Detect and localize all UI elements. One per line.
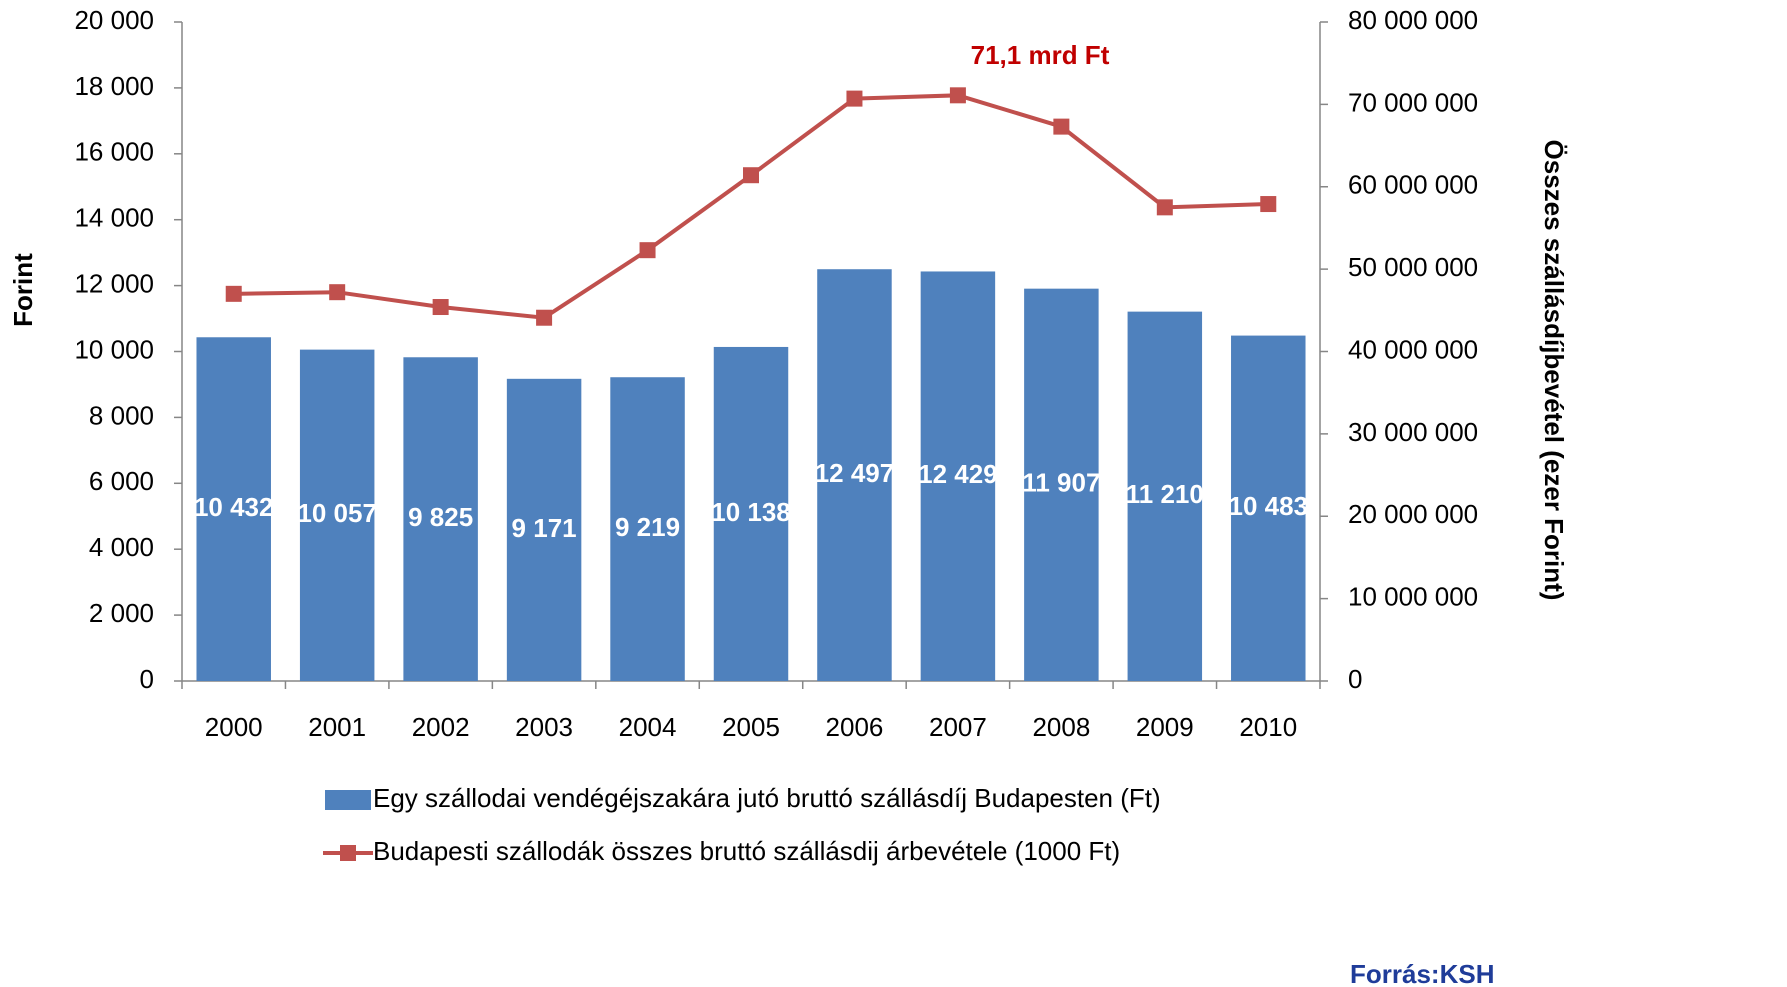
y2-tick-label: 20 000 000 [1348, 499, 1478, 529]
value-label: 9 171 [512, 513, 577, 543]
marker [846, 90, 863, 107]
legend-swatch [340, 845, 356, 861]
x-tick-label: 2003 [515, 712, 573, 742]
y-tick-label: 20 000 [74, 5, 154, 35]
marker [1260, 196, 1277, 213]
y2-tick-label: 70 000 000 [1348, 87, 1478, 117]
legend-label: Budapesti szállodák összes bruttó szállá… [373, 836, 1120, 866]
y2-tick-label: 10 000 000 [1348, 582, 1478, 612]
marker [432, 299, 449, 316]
y-axis-label: Forint [8, 253, 38, 327]
source: Forrás:KSH [1350, 959, 1494, 987]
value-label: 10 057 [297, 498, 377, 528]
marker [1156, 199, 1173, 216]
bar [610, 377, 685, 681]
y2-tick-label: 80 000 000 [1348, 5, 1478, 35]
x-tick-label: 2000 [205, 712, 263, 742]
y2-tick-label: 0 [1348, 664, 1362, 694]
value-label: 11 210 [1126, 479, 1204, 509]
y-tick-label: 2 000 [89, 598, 154, 628]
x-tick-label: 2008 [1032, 712, 1090, 742]
bar [1231, 335, 1306, 681]
bar [506, 378, 582, 681]
value-label: 9 219 [615, 512, 680, 542]
x-tick-label: 2007 [929, 712, 987, 742]
x-tick-label: 2009 [1136, 712, 1194, 742]
bar [196, 337, 271, 681]
x-tick-label: 2006 [826, 712, 884, 742]
legend-label: Egy szállodai vendégéjszakára jutó brutt… [373, 783, 1161, 813]
y2-axis-label: Összes szállásdíjbevétel (ezer Forint) [1539, 140, 1569, 601]
x-tick-label: 2004 [619, 712, 677, 742]
line [233, 93, 1269, 320]
y-tick-label: 0 [140, 664, 154, 694]
x-tick-label: 2005 [722, 712, 780, 742]
marker [639, 242, 656, 259]
value-label: 9 825 [408, 502, 473, 532]
marker [536, 309, 553, 326]
x-tick-label: 2002 [412, 712, 470, 742]
value-label: 12 429 [918, 459, 998, 489]
bar [403, 357, 478, 681]
marker [949, 87, 966, 104]
bar [1127, 311, 1203, 681]
marker [329, 284, 346, 301]
bar [920, 271, 996, 681]
y-tick-label: 12 000 [74, 268, 154, 298]
y-tick-label: 4 000 [89, 532, 154, 562]
annotation: 71,1 mrd Ft [971, 40, 1110, 70]
value-label: 10 138 [711, 497, 791, 527]
y-tick-label: 10 000 [74, 334, 154, 364]
legend-swatch [325, 790, 371, 810]
value-label: 10 432 [194, 492, 274, 522]
y2-tick-label: 50 000 000 [1348, 252, 1478, 282]
bar [817, 269, 892, 681]
y-tick-label: 8 000 [89, 400, 154, 430]
value-label: 12 497 [815, 458, 895, 488]
marker [225, 285, 242, 302]
x-tick-label: 2010 [1239, 712, 1297, 742]
y-tick-label: 16 000 [74, 137, 154, 167]
bar [299, 349, 375, 681]
y2-tick-label: 60 000 000 [1348, 170, 1478, 200]
y2-tick-label: 30 000 000 [1348, 417, 1478, 447]
bar [1024, 288, 1099, 681]
bar [713, 346, 789, 681]
marker [743, 167, 759, 184]
y-tick-label: 14 000 [74, 203, 154, 233]
x-tick-label: 2001 [308, 712, 366, 742]
y-tick-label: 18 000 [74, 71, 154, 101]
y-tick-label: 6 000 [89, 466, 154, 496]
value-label: 10 483 [1229, 491, 1309, 521]
value-label: 11 907 [1022, 468, 1100, 498]
marker [1053, 118, 1070, 135]
y2-tick-label: 40 000 000 [1348, 334, 1478, 364]
